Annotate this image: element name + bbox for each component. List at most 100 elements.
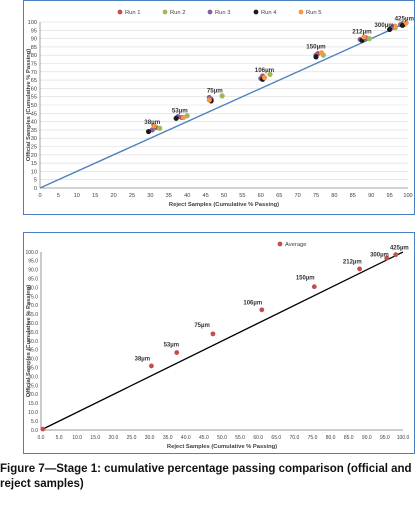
data-point-average xyxy=(174,350,180,355)
data-point-average xyxy=(149,363,154,369)
x-tick-label: 70 xyxy=(294,193,300,199)
y-tick-label: 45 xyxy=(31,111,37,117)
x-tick-label: 100 xyxy=(403,193,412,199)
x-tick-label: 10.0 xyxy=(72,435,82,441)
y-tick-label: 60.0 xyxy=(28,321,38,327)
size-label: 150µm xyxy=(306,44,326,51)
legend-marker-run-1 xyxy=(117,9,123,15)
runs-scatter-chart: 0510152025303540455055606570758085909510… xyxy=(26,9,415,208)
y-tick-label: 95 xyxy=(31,28,37,34)
data-point-average xyxy=(357,266,362,272)
x-tick-label: 30.0 xyxy=(145,435,155,441)
data-point-average xyxy=(393,252,399,258)
x-tick-label: 75.0 xyxy=(308,435,318,441)
y-tick-label: 10.0 xyxy=(28,410,38,416)
data-point-average xyxy=(40,426,46,432)
legend-marker-run-2 xyxy=(162,9,168,15)
y-tick-label: 60 xyxy=(31,86,37,92)
y-tick-label: 90 xyxy=(31,37,37,43)
data-point-run-5 xyxy=(318,50,325,56)
x-tick-label: 75 xyxy=(313,193,319,199)
y-tick-label: 100 xyxy=(28,20,37,26)
x-tick-label: 90.0 xyxy=(362,435,372,441)
size-label: 212µm xyxy=(343,260,362,266)
x-tick-label: 55.0 xyxy=(235,435,245,441)
y-tick-label: 20 xyxy=(31,153,37,159)
x-axis-label: Reject Samples (Cumulative % Passing) xyxy=(167,444,277,450)
y-tick-label: 55.0 xyxy=(28,330,38,336)
y-tick-label: 65 xyxy=(31,78,37,84)
x-tick-label: 85.0 xyxy=(344,435,354,441)
y-tick-label: 80.0 xyxy=(28,285,38,291)
legend-marker-run-3 xyxy=(207,9,213,15)
x-tick-label: 45 xyxy=(202,193,208,199)
data-point-run-2 xyxy=(267,71,273,77)
size-label: 425µm xyxy=(395,15,415,22)
y-tick-label: 40 xyxy=(31,120,37,126)
legend-label-run-1: Run 1 xyxy=(125,10,140,16)
data-point-run-2 xyxy=(219,93,225,99)
data-point-run-5 xyxy=(261,75,268,81)
legend-label-average: Average xyxy=(285,242,307,248)
size-label: 300µm xyxy=(374,22,394,29)
x-tick-label: 50 xyxy=(221,193,227,199)
x-tick-label: 40.0 xyxy=(181,435,191,441)
size-label: 212µm xyxy=(352,29,372,36)
y-tick-label: 85.0 xyxy=(28,276,38,282)
data-point-run-4 xyxy=(313,54,319,60)
y-tick-label: 65.0 xyxy=(28,312,38,318)
x-tick-label: 15 xyxy=(92,193,98,199)
x-tick-label: 85 xyxy=(350,193,356,199)
data-point-run-2 xyxy=(366,36,372,42)
x-tick-label: 60.0 xyxy=(253,435,263,441)
data-point-run-4 xyxy=(399,22,406,28)
x-tick-label: 45.0 xyxy=(199,435,209,441)
size-label: 75µm xyxy=(194,323,209,329)
y-tick-label: 35 xyxy=(31,128,37,134)
y-tick-label: 40.0 xyxy=(28,357,38,363)
x-tick-label: 0 xyxy=(38,193,41,199)
y-tick-label: 30.0 xyxy=(28,374,38,380)
one-to-one-line xyxy=(39,21,409,189)
x-tick-label: 50.0 xyxy=(217,435,227,441)
x-tick-label: 5.0 xyxy=(56,435,63,441)
chart-panel-runs: 0 5 10 15 20 25 30 35 40 45 50 55 60 65 70 75 80 85 90 95 10… xyxy=(23,0,415,215)
x-tick-label: 55 xyxy=(239,193,245,199)
y-tick-label: 75 xyxy=(31,61,37,67)
size-label: 53µm xyxy=(164,342,179,348)
y-tick-label: 70 xyxy=(31,70,37,76)
x-tick-label: 100.0 xyxy=(397,435,410,441)
x-tick-label: 30 xyxy=(147,193,153,199)
size-label: 106µm xyxy=(255,67,275,74)
x-tick-label: 25 xyxy=(129,193,135,199)
x-tick-label: 70.0 xyxy=(290,435,300,441)
data-point-run-2 xyxy=(157,125,163,131)
x-tick-label: 80 xyxy=(331,193,337,199)
y-tick-label: 55 xyxy=(31,95,37,101)
x-tick-label: 0.0 xyxy=(38,435,45,441)
x-tick-label: 65.0 xyxy=(271,435,281,441)
figure-caption: Figure 7—Stage 1: cumulative percentage … xyxy=(0,463,412,490)
x-axis-label: Reject Samples (Cumulative % Passing) xyxy=(169,202,279,208)
data-point-average xyxy=(384,255,390,261)
y-tick-label: 25 xyxy=(31,144,37,150)
x-tick-label: 90 xyxy=(368,193,374,199)
y-tick-label: 0 xyxy=(34,186,37,192)
y-tick-label: 75.0 xyxy=(28,294,38,300)
one-to-one-line xyxy=(40,251,404,431)
chart-panel-average: 0.0 5.0 10.0 15.0 20.0 25.0 30.0 35.0 40.0 45.0 50… xyxy=(23,232,415,454)
legend-label-run-5: Run 5 xyxy=(306,10,321,16)
y-tick-label: 85 xyxy=(31,45,37,51)
size-label: 425µm xyxy=(390,245,409,251)
average-scatter-chart: 0.0 5.0 10.0 15.0 20.0 25.0 30.0 35.0 40.0 45.0 50… xyxy=(25,241,410,450)
y-tick-label: 95.0 xyxy=(28,259,38,265)
data-point-run-5 xyxy=(403,20,409,26)
x-tick-label: 40 xyxy=(184,193,190,199)
y-tick-label: 80 xyxy=(31,53,37,59)
data-point-run-4 xyxy=(173,115,179,121)
x-tick-label: 65 xyxy=(276,193,282,199)
data-point-run-5 xyxy=(151,123,157,129)
x-tick-label: 10 xyxy=(74,193,80,199)
x-tick-label: 60 xyxy=(258,193,264,199)
x-tick-label: 20 xyxy=(110,193,116,199)
